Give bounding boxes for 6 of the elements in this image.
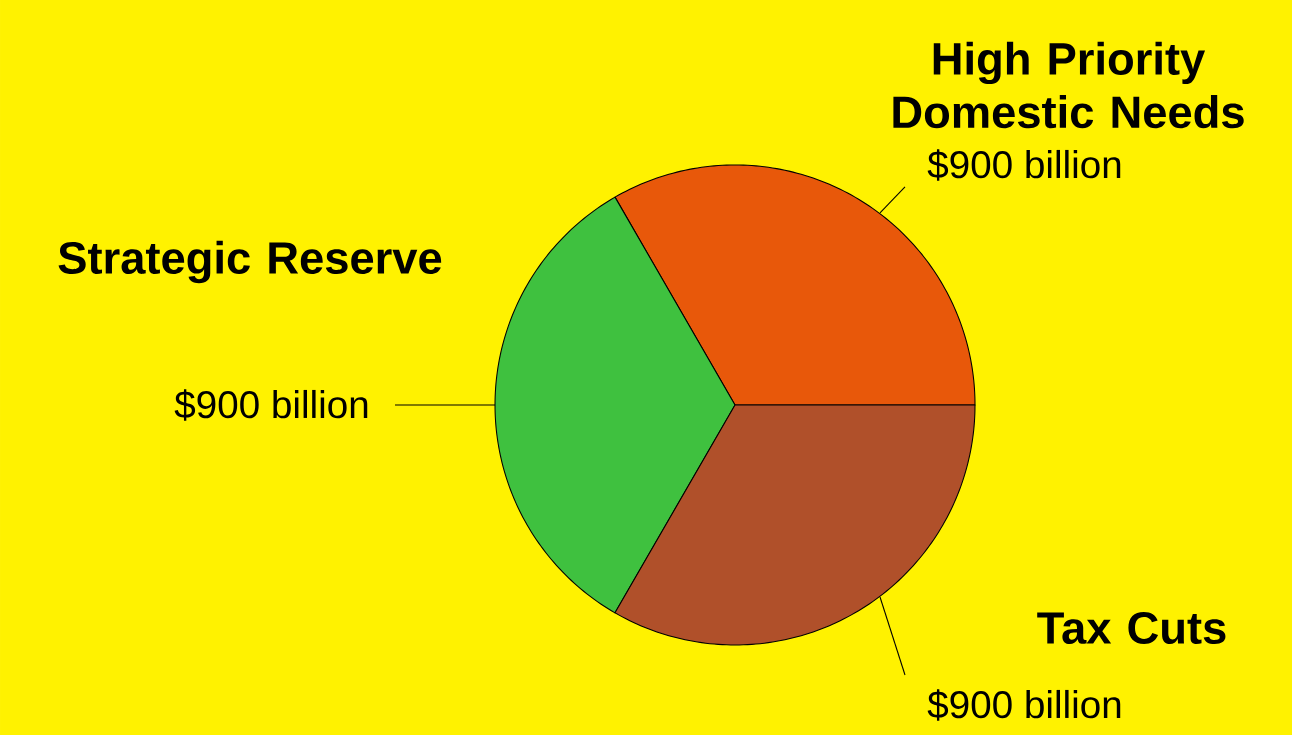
data-label: $900 billion (927, 149, 1121, 181)
data-label: $900 billion (174, 389, 368, 421)
slice-label: Strategic Reserve (58, 240, 442, 284)
slice-label: Tax Cuts (1037, 611, 1226, 645)
slice-label: High Priority Domestic Needs (893, 41, 1244, 129)
data-label: $900 billion (927, 689, 1121, 721)
